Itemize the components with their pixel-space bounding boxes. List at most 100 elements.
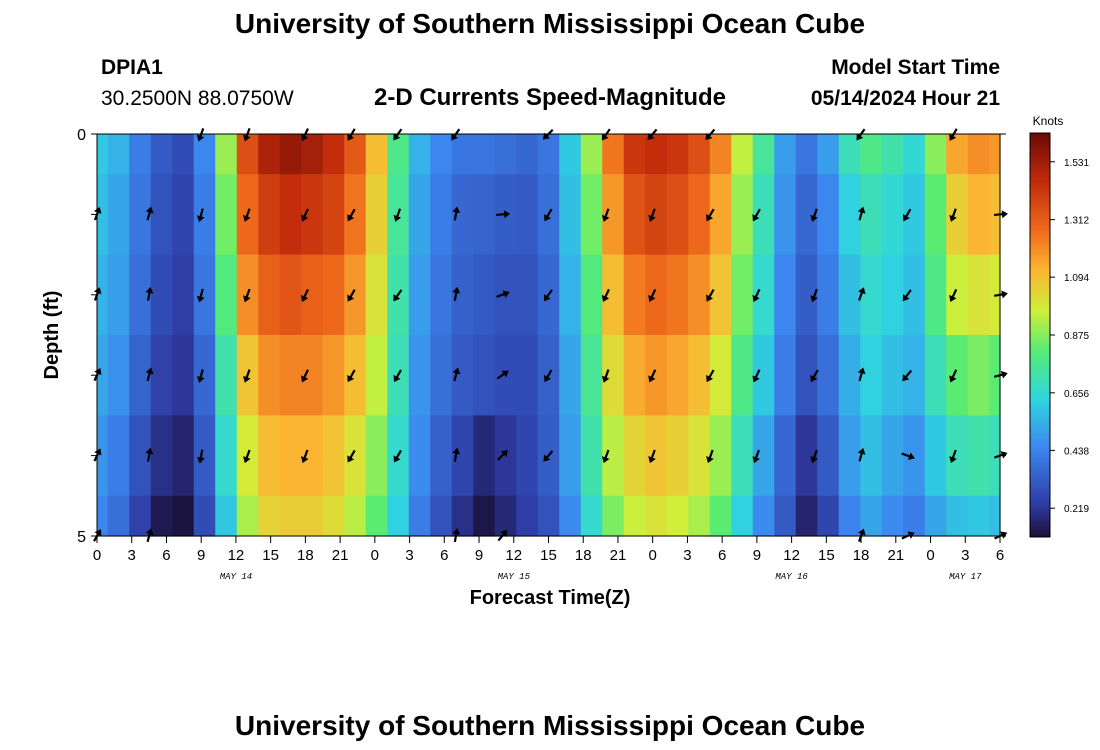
arrow-head <box>949 294 957 303</box>
heatmap-cell <box>666 415 689 497</box>
heatmap-cell <box>602 174 625 256</box>
heatmap-cell <box>322 495 345 537</box>
arrow-head <box>705 132 713 141</box>
current-arrow <box>949 128 958 141</box>
arrow-head <box>544 374 551 383</box>
current-arrow <box>145 528 154 543</box>
arrow-head <box>243 456 251 464</box>
heatmap-cell <box>602 415 625 497</box>
heatmap-cell <box>107 134 130 175</box>
heatmap-cell <box>516 415 539 497</box>
arrow-head <box>451 133 459 141</box>
heatmap-cell <box>344 495 367 537</box>
heatmap-cell <box>408 134 431 175</box>
arrow-head <box>145 286 154 294</box>
x-tick-label: 18 <box>575 547 592 564</box>
x-tick-label: 21 <box>332 547 349 564</box>
x-tick-label: 6 <box>440 547 448 564</box>
heatmap-cell <box>688 415 711 497</box>
heatmap-cell <box>451 495 474 537</box>
current-arrow <box>452 528 461 543</box>
x-tick-label: 6 <box>162 547 170 564</box>
arrow-head <box>907 452 915 461</box>
x-tick-label: 15 <box>818 547 835 564</box>
heatmap-cell <box>580 174 603 256</box>
heatmap-cell <box>129 174 152 256</box>
x-tick-label: 12 <box>228 547 245 564</box>
x-tick-label: 21 <box>887 547 904 564</box>
heatmap-cell <box>258 495 281 537</box>
colorbar-tick-label: 0.438 <box>1064 446 1089 457</box>
heatmap-cell <box>881 415 904 497</box>
arrow-head <box>752 375 760 383</box>
current-arrow <box>145 206 154 221</box>
heatmap-cell <box>537 134 560 175</box>
heatmap-cell <box>924 415 947 497</box>
current-arrow <box>544 208 553 222</box>
y-axis-label: Depth (ft) <box>41 291 63 380</box>
heatmap-cell <box>236 134 259 175</box>
heatmap-cell <box>967 134 990 175</box>
heatmap-cell <box>387 495 410 537</box>
heatmap-cell <box>97 335 109 416</box>
heatmap-cell <box>946 174 969 256</box>
x-tick-label: 3 <box>683 547 691 564</box>
heatmap-cell <box>279 254 302 336</box>
heatmap-cell <box>645 254 668 336</box>
arrow-head <box>452 447 461 455</box>
heatmap-cell <box>967 415 990 497</box>
heatmap-cell <box>580 415 603 497</box>
current-arrow <box>496 290 510 298</box>
heatmap-cell <box>344 134 367 175</box>
heatmap-cell <box>408 174 431 256</box>
arrow-head <box>500 449 508 458</box>
heatmap-cell <box>967 495 990 537</box>
current-arrow <box>706 289 715 302</box>
x-tick-label: 0 <box>93 547 101 564</box>
x-tick-label: 0 <box>926 547 934 564</box>
current-arrow <box>196 449 205 464</box>
heatmap-cell <box>516 174 539 256</box>
current-arrow <box>145 447 154 462</box>
heatmap-cell <box>322 134 345 175</box>
x-axis-label: Forecast Time(Z) <box>470 587 631 609</box>
heatmap-cell <box>774 174 797 256</box>
arrow-head <box>347 133 355 141</box>
heatmap-cell <box>623 254 646 336</box>
heatmap-cell <box>279 415 302 497</box>
model-start-label: Model Start Time <box>831 56 1000 79</box>
arrow-head <box>243 375 251 383</box>
current-arrow <box>300 208 309 222</box>
current-arrow <box>347 208 356 222</box>
colorbar-tick-label: 0.219 <box>1064 504 1089 515</box>
heatmap-cell <box>838 174 861 256</box>
heatmap-cell <box>215 495 238 537</box>
heatmap-cell <box>731 134 754 175</box>
heatmap-cell <box>860 495 883 537</box>
current-arrow <box>543 450 554 462</box>
day-label: MAY 14 <box>220 572 252 582</box>
current-arrow <box>752 288 761 303</box>
current-arrow <box>857 367 866 382</box>
heatmap-cell <box>946 335 969 416</box>
arrow-head <box>810 214 818 222</box>
arrow-head <box>196 215 205 223</box>
arrow-head <box>857 367 866 375</box>
current-arrow <box>452 206 461 221</box>
heatmap-cell <box>537 495 560 537</box>
heatmap-cell <box>150 335 173 416</box>
heatmap-cell <box>838 134 861 175</box>
current-arrow <box>706 208 715 222</box>
heatmap-cell <box>731 174 754 256</box>
heatmap-cell <box>516 254 539 336</box>
heatmap-cell <box>924 174 947 256</box>
heatmap-cell <box>236 495 259 537</box>
current-arrow <box>993 451 1008 459</box>
current-arrow <box>705 128 716 141</box>
colorbar-tick-label: 1.312 <box>1064 216 1089 227</box>
heatmap-cell <box>774 495 797 537</box>
heatmap-cell <box>688 495 711 537</box>
current-arrow <box>810 288 818 303</box>
heatmap-cell <box>989 495 1001 537</box>
heatmap-cell <box>193 415 216 497</box>
